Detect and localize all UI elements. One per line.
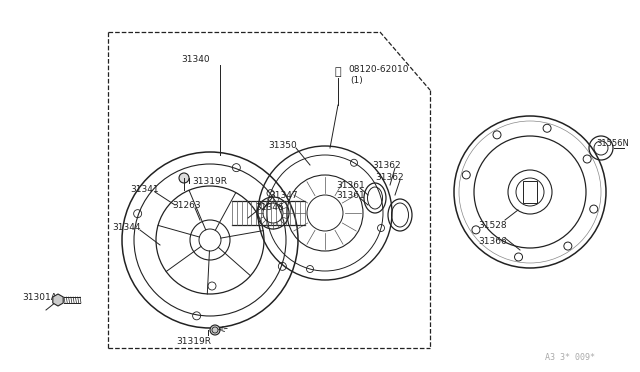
Circle shape [210, 325, 220, 335]
Text: 31361: 31361 [336, 192, 365, 201]
Text: 31362: 31362 [372, 160, 401, 170]
Text: (1): (1) [350, 76, 363, 84]
Text: 31344: 31344 [112, 224, 141, 232]
Text: 31346: 31346 [255, 202, 284, 212]
Circle shape [179, 173, 189, 183]
Text: 31340: 31340 [182, 55, 211, 64]
Text: Ⓑ: Ⓑ [335, 67, 341, 77]
Text: 08120-62010: 08120-62010 [348, 65, 408, 74]
Text: 31301A: 31301A [22, 294, 57, 302]
Text: 31319R: 31319R [176, 337, 211, 346]
Text: 31528: 31528 [478, 221, 507, 230]
Text: 31350: 31350 [268, 141, 297, 150]
Text: 31362: 31362 [375, 173, 404, 183]
Polygon shape [53, 294, 63, 306]
Text: 31341: 31341 [130, 186, 159, 195]
Text: A3 3* 009*: A3 3* 009* [545, 353, 595, 362]
Text: 31319R: 31319R [192, 177, 227, 186]
Bar [523, 181, 537, 203]
Text: 31556N: 31556N [596, 140, 629, 148]
Text: 31263: 31263 [172, 202, 200, 211]
Text: 31347: 31347 [269, 190, 298, 199]
Text: 31361: 31361 [336, 180, 365, 189]
Text: 31366: 31366 [478, 237, 507, 247]
